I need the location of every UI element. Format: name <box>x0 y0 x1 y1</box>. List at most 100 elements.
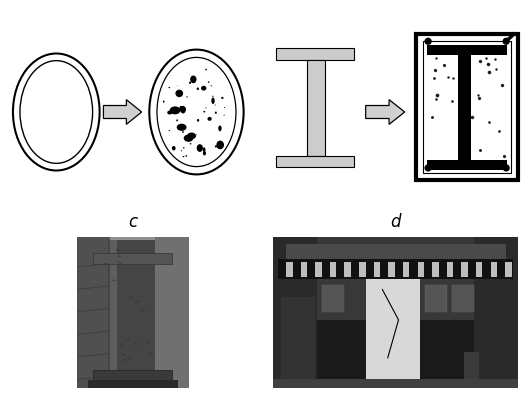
Bar <box>447 262 453 277</box>
Ellipse shape <box>179 106 186 112</box>
Ellipse shape <box>203 147 205 152</box>
Ellipse shape <box>176 119 178 121</box>
Ellipse shape <box>203 111 205 112</box>
Bar <box>322 285 344 312</box>
Ellipse shape <box>218 126 221 131</box>
Ellipse shape <box>224 115 225 116</box>
Bar <box>458 55 471 160</box>
Ellipse shape <box>170 112 172 114</box>
Bar <box>416 34 518 180</box>
Bar <box>301 262 307 277</box>
Bar <box>76 237 110 388</box>
Ellipse shape <box>182 131 184 133</box>
Bar <box>345 262 351 277</box>
Ellipse shape <box>187 132 196 139</box>
Bar <box>93 370 172 382</box>
Ellipse shape <box>205 107 207 108</box>
Ellipse shape <box>112 280 116 281</box>
Ellipse shape <box>424 164 432 172</box>
Ellipse shape <box>217 140 224 149</box>
Bar <box>330 262 336 277</box>
Ellipse shape <box>208 117 212 121</box>
Bar <box>110 240 117 384</box>
Bar <box>307 60 326 156</box>
Ellipse shape <box>215 104 216 106</box>
Ellipse shape <box>424 38 432 45</box>
Text: d: d <box>390 214 401 232</box>
Ellipse shape <box>196 144 203 152</box>
Text: c: c <box>128 214 138 232</box>
Ellipse shape <box>121 353 125 355</box>
Ellipse shape <box>181 106 186 114</box>
Bar <box>76 237 189 388</box>
Ellipse shape <box>196 134 197 135</box>
Ellipse shape <box>123 359 126 361</box>
Bar <box>403 262 409 277</box>
Bar <box>278 259 513 279</box>
Ellipse shape <box>189 82 191 84</box>
Ellipse shape <box>181 150 182 151</box>
Ellipse shape <box>163 100 165 103</box>
Bar <box>476 262 483 277</box>
Ellipse shape <box>168 130 170 131</box>
Bar <box>286 244 506 259</box>
Bar <box>464 352 479 385</box>
Bar <box>388 262 395 277</box>
Bar <box>491 262 497 277</box>
FancyArrow shape <box>104 100 142 124</box>
Text: b: b <box>462 224 473 242</box>
Bar <box>276 48 354 60</box>
Ellipse shape <box>183 156 184 157</box>
Ellipse shape <box>212 96 213 97</box>
Bar <box>286 262 293 277</box>
Ellipse shape <box>127 357 131 359</box>
Ellipse shape <box>215 112 217 114</box>
Ellipse shape <box>121 344 124 346</box>
Ellipse shape <box>157 57 236 166</box>
Ellipse shape <box>224 107 225 108</box>
Bar <box>108 240 155 384</box>
Ellipse shape <box>141 309 145 311</box>
Bar <box>88 380 177 388</box>
Bar <box>273 237 518 320</box>
Ellipse shape <box>145 342 150 344</box>
Ellipse shape <box>182 110 184 112</box>
Ellipse shape <box>172 146 176 150</box>
FancyArrow shape <box>366 100 405 124</box>
Ellipse shape <box>502 38 510 45</box>
Bar <box>273 379 518 388</box>
Bar <box>155 237 189 388</box>
Bar <box>505 262 512 277</box>
Ellipse shape <box>184 134 193 142</box>
Bar <box>366 279 420 388</box>
Ellipse shape <box>168 87 170 88</box>
Ellipse shape <box>177 124 186 131</box>
Ellipse shape <box>134 343 138 344</box>
Ellipse shape <box>203 151 206 156</box>
Bar <box>427 160 508 170</box>
Ellipse shape <box>185 155 187 157</box>
Ellipse shape <box>117 255 121 257</box>
Bar <box>273 237 318 388</box>
Ellipse shape <box>186 96 188 98</box>
Bar <box>423 40 511 173</box>
Bar <box>461 262 468 277</box>
Ellipse shape <box>201 86 207 90</box>
Bar <box>427 45 508 55</box>
Ellipse shape <box>205 69 207 70</box>
Bar <box>425 285 447 312</box>
Ellipse shape <box>179 106 182 108</box>
Ellipse shape <box>118 262 122 264</box>
Ellipse shape <box>211 98 215 104</box>
Bar <box>452 285 474 312</box>
Ellipse shape <box>175 90 183 97</box>
Ellipse shape <box>149 50 244 174</box>
Ellipse shape <box>129 296 133 298</box>
Bar <box>273 237 518 388</box>
Ellipse shape <box>208 81 209 83</box>
Bar <box>417 262 424 277</box>
Ellipse shape <box>211 85 212 86</box>
Ellipse shape <box>215 145 217 148</box>
Bar <box>374 262 380 277</box>
Text: a: a <box>127 224 138 242</box>
